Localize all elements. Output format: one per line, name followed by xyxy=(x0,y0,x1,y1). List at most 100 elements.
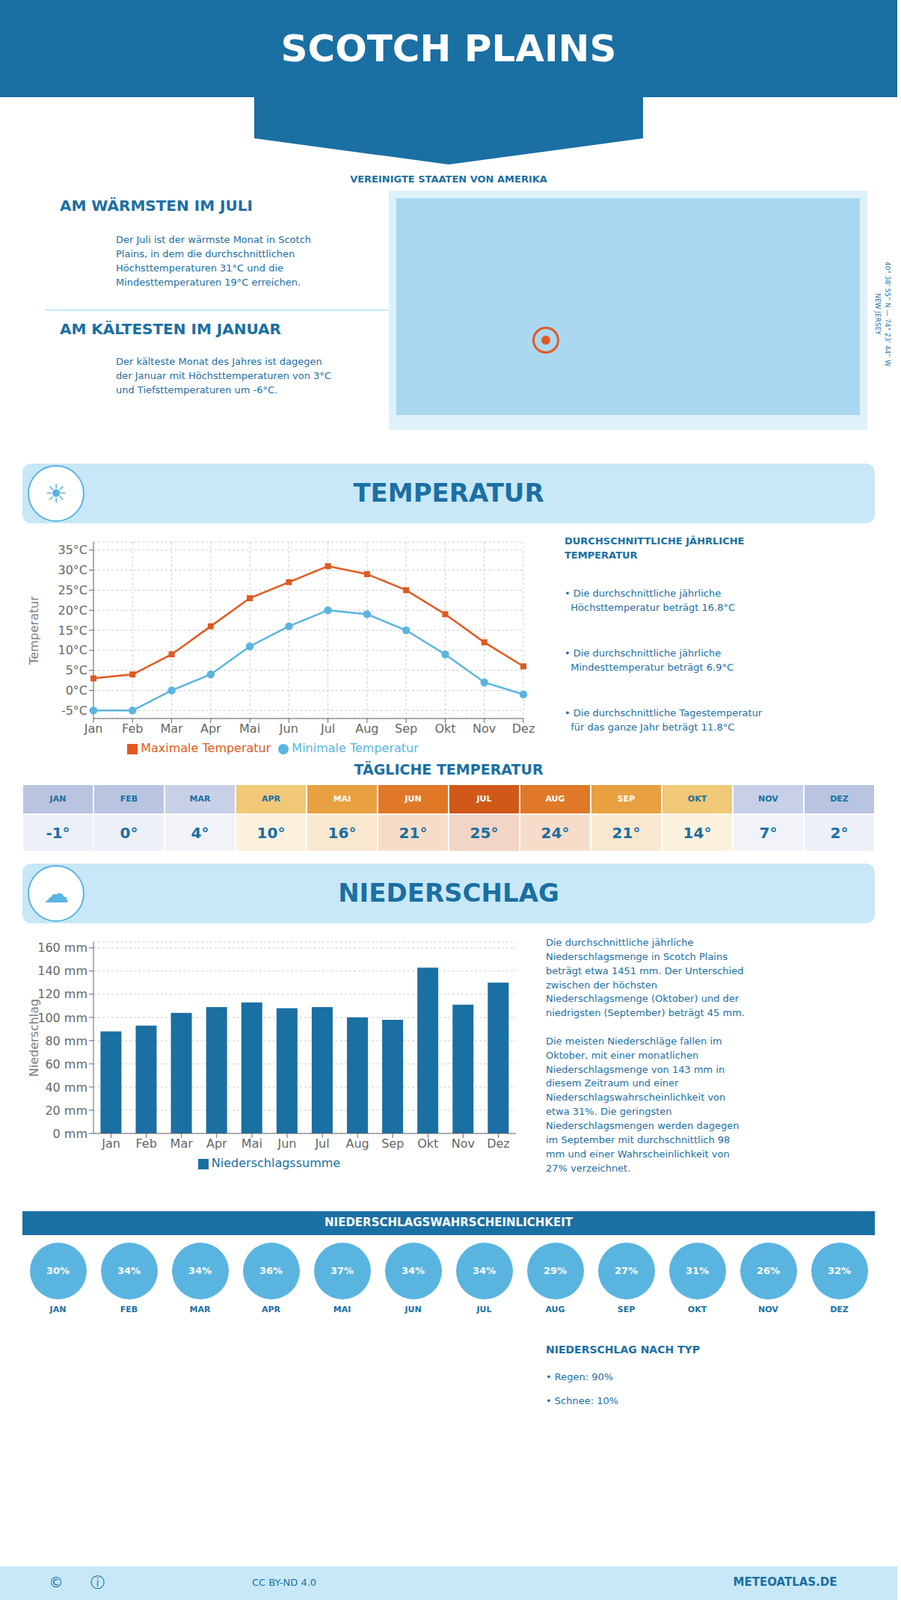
svg-text:Okt: Okt xyxy=(434,721,456,736)
html-text:25°: 25° xyxy=(470,823,499,842)
svg-text:Temperatur: Temperatur xyxy=(26,595,42,666)
html-text:• Die durchschnittliche jährli: • Die durchschnittliche jährliche Mindes… xyxy=(564,647,734,673)
html-text:29%: 29% xyxy=(543,1264,567,1277)
svg-text:10°C: 10°C xyxy=(57,643,88,658)
svg-text:Okt: Okt xyxy=(417,1136,439,1151)
html-text:MAR: MAR xyxy=(189,1304,211,1315)
html-text:Der kälteste Monat des Jahres: Der kälteste Monat des Jahres ist dagege… xyxy=(115,355,332,396)
html-text:31%: 31% xyxy=(685,1264,709,1277)
svg-text:Jun: Jun xyxy=(276,1136,297,1151)
svg-text:60 mm: 60 mm xyxy=(44,1057,88,1072)
html-text:NIEDERSCHLAG: NIEDERSCHLAG xyxy=(338,878,560,909)
html-text:SCOTCH PLAINS: SCOTCH PLAINS xyxy=(280,26,617,71)
html-text:AUG: AUG xyxy=(545,1304,565,1315)
html-text:• Regen: 90%: • Regen: 90% xyxy=(545,1371,614,1383)
html-text:24°: 24° xyxy=(541,823,570,842)
html-text:-1°: -1° xyxy=(45,823,70,842)
html-text:• Die durchschnittliche jährli: • Die durchschnittliche jährliche Höchst… xyxy=(564,587,736,613)
svg-text:Mai: Mai xyxy=(239,721,261,736)
html-text:21°: 21° xyxy=(612,823,641,842)
svg-text:-5°C: -5°C xyxy=(61,703,88,718)
svg-text:80 mm: 80 mm xyxy=(44,1034,88,1049)
html-text:VEREINIGTE STAATEN VON AMERIKA: VEREINIGTE STAATEN VON AMERIKA xyxy=(350,173,548,185)
html-text:0°: 0° xyxy=(120,823,138,842)
html-text:• Schnee: 10%: • Schnee: 10% xyxy=(545,1395,619,1407)
html-text:34%: 34% xyxy=(401,1264,425,1277)
svg-text:Apr: Apr xyxy=(200,721,222,736)
html-text:16°: 16° xyxy=(327,823,357,842)
html-text:34%: 34% xyxy=(472,1264,496,1277)
svg-text:Mar: Mar xyxy=(160,721,184,736)
svg-text:15°C: 15°C xyxy=(57,623,88,638)
html-text:Der Juli ist der wärmste Monat: Der Juli ist der wärmste Monat in Scotch… xyxy=(115,234,312,288)
svg-text:Jan: Jan xyxy=(100,1136,121,1151)
html-text:34%: 34% xyxy=(188,1264,212,1277)
html-text:27%: 27% xyxy=(614,1264,638,1277)
svg-text:160 mm: 160 mm xyxy=(37,940,88,955)
svg-text:Mai: Mai xyxy=(241,1136,263,1151)
svg-text:120 mm: 120 mm xyxy=(37,986,88,1002)
html-text:METEOATLAS.DE: METEOATLAS.DE xyxy=(733,1575,838,1589)
html-text:JAN: JAN xyxy=(49,1304,67,1315)
svg-text:Jun: Jun xyxy=(278,721,299,736)
html-text:36%: 36% xyxy=(259,1264,283,1277)
html-text:TEMPERATUR: TEMPERATUR xyxy=(353,478,545,508)
svg-text:Niederschlag: Niederschlag xyxy=(26,998,42,1078)
html-text:JUN: JUN xyxy=(404,1304,422,1315)
svg-text:0 mm: 0 mm xyxy=(53,1126,88,1142)
html-text:26%: 26% xyxy=(756,1264,780,1277)
svg-text:0°C: 0°C xyxy=(65,683,88,698)
svg-text:40 mm: 40 mm xyxy=(44,1080,88,1095)
html-text:30%: 30% xyxy=(46,1264,70,1277)
html-text:AM KÄLTESTEN IM JANUAR: AM KÄLTESTEN IM JANUAR xyxy=(59,319,282,338)
svg-text:Feb: Feb xyxy=(135,1136,157,1151)
html-text:10°: 10° xyxy=(256,823,286,842)
svg-text:Jul: Jul xyxy=(320,721,335,736)
html-text:4°: 4° xyxy=(191,823,209,842)
svg-text:Jul: Jul xyxy=(314,1136,329,1151)
html-text:Minimale Temperatur: Minimale Temperatur xyxy=(291,740,419,756)
svg-text:Dez: Dez xyxy=(512,721,536,736)
html-text:NIEDERSCHLAG NACH TYP: NIEDERSCHLAG NACH TYP xyxy=(545,1343,700,1356)
svg-text:20°C: 20°C xyxy=(57,603,88,618)
html-text:AM WÄRMSTEN IM JULI: AM WÄRMSTEN IM JULI xyxy=(59,196,253,215)
svg-text:5°C: 5°C xyxy=(65,663,88,678)
svg-text:Nov: Nov xyxy=(472,721,496,736)
svg-text:Aug: Aug xyxy=(355,721,379,736)
html-text:FEB: FEB xyxy=(120,1304,138,1315)
svg-text:Mar: Mar xyxy=(170,1136,194,1151)
svg-text:Dez: Dez xyxy=(486,1136,510,1151)
html-text:CC BY-ND 4.0: CC BY-ND 4.0 xyxy=(251,1576,317,1588)
svg-text:30°C: 30°C xyxy=(57,563,88,578)
html-text:37%: 37% xyxy=(330,1264,354,1277)
svg-text:35°C: 35°C xyxy=(57,542,88,558)
html-text:APR: APR xyxy=(261,1304,281,1315)
html-text:TÄGLICHE TEMPERATUR: TÄGLICHE TEMPERATUR xyxy=(354,761,544,778)
html-text:Niederschlagssumme: Niederschlagssumme xyxy=(211,1155,341,1171)
svg-text:20 mm: 20 mm xyxy=(44,1103,88,1118)
html-text:Maximale Temperatur: Maximale Temperatur xyxy=(140,740,271,756)
html-text:40° 38' 55'' N — 74° 23' 44'': 40° 38' 55'' N — 74° 23' 44'' W NEW JERS… xyxy=(874,261,892,367)
html-text:14°: 14° xyxy=(683,823,712,842)
html-text:Die durchschnittliche jährlich: Die durchschnittliche jährliche Niedersc… xyxy=(545,936,745,1174)
svg-text:Sep: Sep xyxy=(394,721,418,736)
svg-text:140 mm: 140 mm xyxy=(37,963,88,979)
svg-text:Sep: Sep xyxy=(381,1136,404,1151)
html-text:2°: 2° xyxy=(830,823,849,842)
svg-text:Aug: Aug xyxy=(346,1136,370,1151)
svg-text:Nov: Nov xyxy=(451,1136,475,1151)
html-text:7°: 7° xyxy=(759,823,778,842)
html-text:JUL: JUL xyxy=(476,1304,492,1315)
html-text:• Die durchschnittliche Tagest: • Die durchschnittliche Tagestemperatur … xyxy=(564,707,763,733)
html-text:NIEDERSCHLAGSWAHRSCHEINLICHKEI: NIEDERSCHLAGSWAHRSCHEINLICHKEIT xyxy=(324,1215,573,1230)
svg-text:Apr: Apr xyxy=(206,1136,228,1151)
svg-text:Feb: Feb xyxy=(121,721,143,736)
html-text:DURCHSCHNITTLICHE JÄHRLICHE TE: DURCHSCHNITTLICHE JÄHRLICHE TEMPERATUR xyxy=(564,535,745,561)
html-text:21°: 21° xyxy=(398,823,428,842)
html-text:32%: 32% xyxy=(827,1264,851,1277)
svg-text:25°C: 25°C xyxy=(57,583,88,598)
html-text:MAI: MAI xyxy=(333,1304,351,1315)
html-text:34%: 34% xyxy=(117,1264,141,1277)
svg-text:Jan: Jan xyxy=(83,721,104,736)
svg-text:100 mm: 100 mm xyxy=(37,1010,88,1026)
